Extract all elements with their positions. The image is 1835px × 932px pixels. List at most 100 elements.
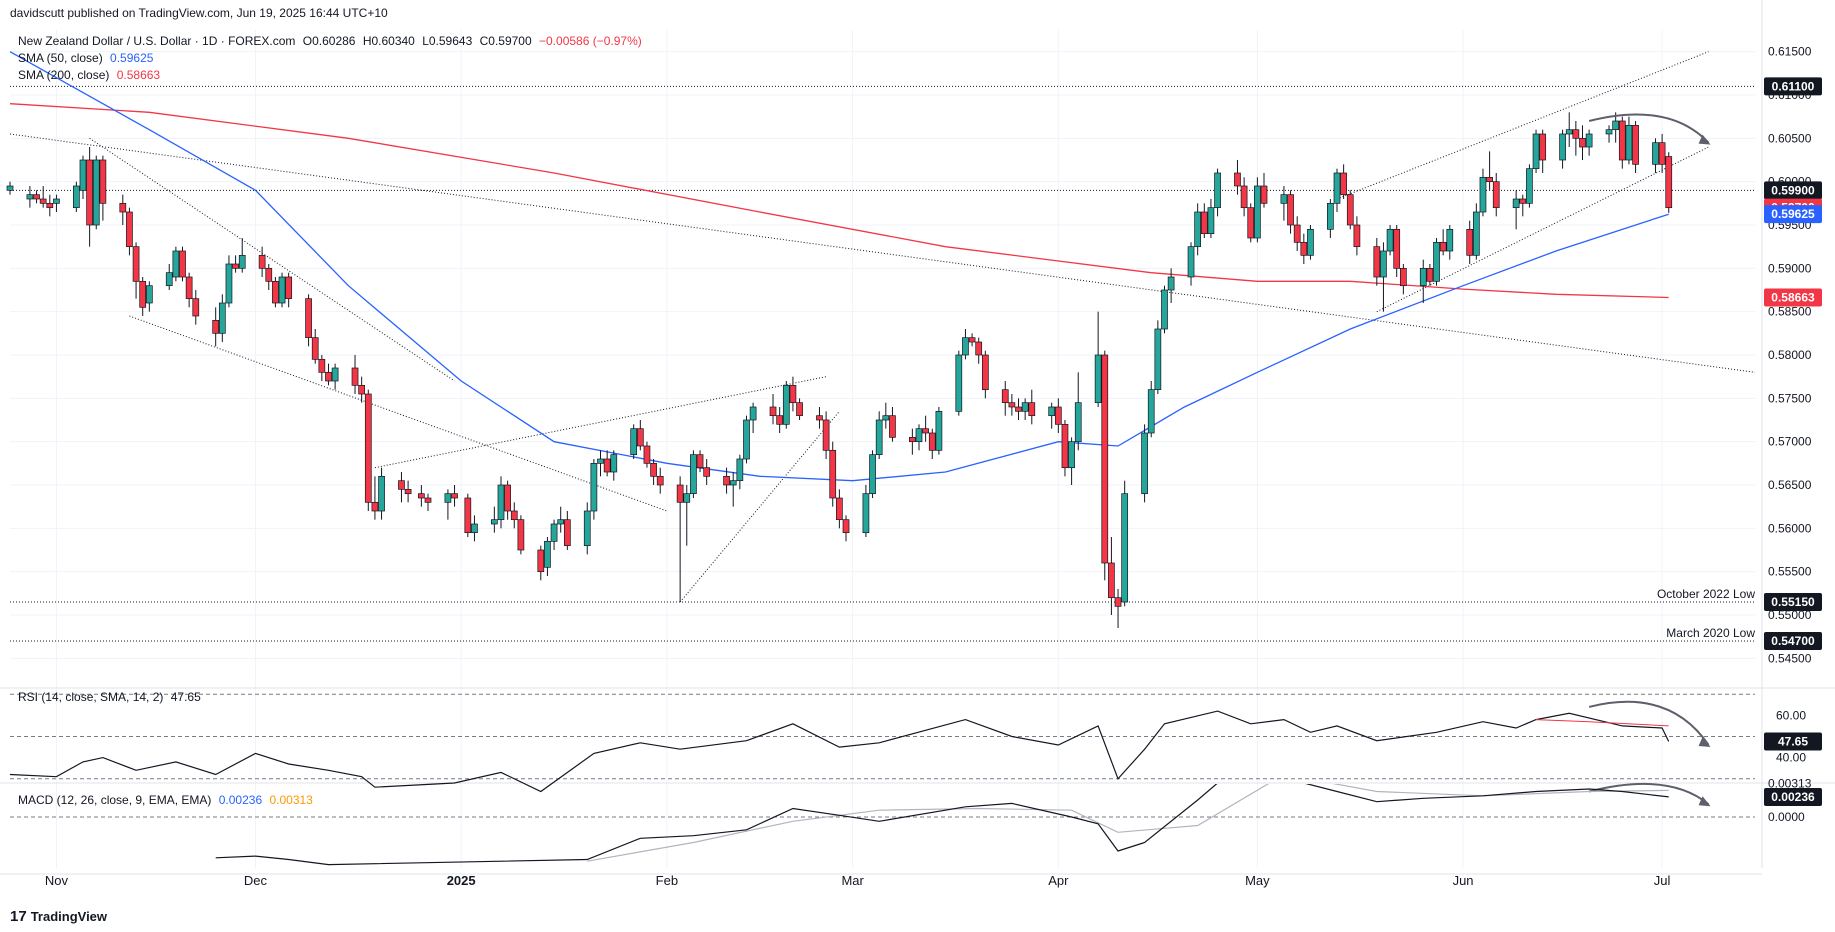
candle-up <box>471 523 478 534</box>
candle-down <box>1240 185 1248 209</box>
candle-down <box>39 198 47 204</box>
candle-down <box>1618 120 1626 161</box>
candle-down <box>464 497 472 534</box>
candle-down <box>1632 124 1639 165</box>
candle-down <box>33 194 40 200</box>
rsi-badge <box>1764 732 1822 751</box>
candle-up <box>1565 129 1573 135</box>
candle-up <box>1652 142 1659 165</box>
candle-up <box>53 198 60 204</box>
candle-up <box>935 410 943 451</box>
macd-tick-label: 0.00313 <box>1768 776 1812 790</box>
candle-down <box>404 488 412 495</box>
candle-down <box>789 384 797 404</box>
candle-up <box>1121 493 1129 603</box>
candle-down <box>1234 172 1241 187</box>
candle-down <box>1300 241 1308 256</box>
candle-down <box>258 254 266 269</box>
brand-name: TradingView <box>30 909 108 924</box>
candle-up <box>1280 194 1288 204</box>
candle-down <box>1054 406 1062 425</box>
candle-up <box>1154 328 1162 391</box>
candle-down <box>351 367 359 386</box>
candle-down <box>1287 194 1294 226</box>
candle-up <box>1307 228 1314 256</box>
rsi-line <box>9 710 1670 793</box>
level-badge <box>1764 77 1822 96</box>
candle-up <box>238 254 246 269</box>
sma50-line <box>9 51 1669 482</box>
price-badge-label: 0.59625 <box>1771 207 1815 221</box>
candle-down <box>305 298 312 339</box>
candle-up <box>690 454 697 495</box>
candle-up <box>225 263 233 304</box>
ohlc-low: L0.59643 <box>422 34 473 48</box>
level-badge <box>1764 593 1822 611</box>
level-badge <box>1764 181 1822 200</box>
tradingview-brand[interactable]: 17 TradingView <box>10 908 107 925</box>
candle-down <box>371 501 379 512</box>
candle-up <box>743 419 750 460</box>
candle-up <box>1605 129 1613 135</box>
candle-up <box>1161 289 1168 330</box>
candle-up <box>1472 211 1480 256</box>
x-tick-label: Mar <box>841 873 864 888</box>
candle-down <box>212 319 220 334</box>
candle-down <box>537 549 545 573</box>
candle-down <box>398 480 405 490</box>
candle-down <box>424 497 432 503</box>
price-tick-label: 0.61500 <box>1768 45 1812 59</box>
candle-down <box>119 202 127 213</box>
candle-up <box>1074 402 1082 443</box>
candle-down <box>723 475 730 486</box>
candle-up <box>1333 172 1341 204</box>
candle-down <box>99 159 107 204</box>
candle-up <box>1141 432 1148 495</box>
candle-up <box>1386 228 1394 252</box>
macd-pane: 0.00313 0.0000 0.00236 <box>10 776 1822 866</box>
candle-down <box>922 428 929 434</box>
candle-down <box>1572 129 1580 139</box>
candle-up <box>1559 133 1566 161</box>
annotation-arrowhead-rsi <box>1698 736 1711 747</box>
annotation-arrow-price <box>1588 113 1710 144</box>
candle-down <box>1665 156 1673 209</box>
candle-down <box>796 402 803 417</box>
candle-down <box>1439 241 1447 252</box>
candle-up <box>145 285 153 304</box>
candle-down <box>1579 137 1586 148</box>
candle-down <box>696 454 704 469</box>
candle-down <box>1492 181 1500 209</box>
candlesticks <box>6 112 1673 628</box>
price-badge-label: 0.58663 <box>1771 291 1815 305</box>
candle-up <box>26 194 34 200</box>
price-tick-label: 0.58000 <box>1768 348 1812 362</box>
candle-down <box>563 519 571 547</box>
candle-down <box>1466 228 1474 256</box>
candle-up <box>1254 185 1261 239</box>
candle-up <box>1147 389 1155 434</box>
candle-down <box>451 493 458 499</box>
candle-down <box>46 202 54 209</box>
candle-down <box>86 159 93 226</box>
candle-down <box>909 436 916 443</box>
rsi-badge-label: 47.65 <box>1778 734 1808 748</box>
sma200-label: SMA (200, close) <box>18 68 110 82</box>
candle-down <box>643 445 651 464</box>
x-tick-label: Jun <box>1453 873 1474 888</box>
x-tick-label: Nov <box>45 873 69 888</box>
candle-up <box>544 540 551 568</box>
macd-legend: MACD (12, 26, close, 9, EMA, EMA) 0.0023… <box>18 793 317 807</box>
candle-up <box>590 462 598 512</box>
candle-up <box>962 337 969 356</box>
price-tick-label: 0.57000 <box>1768 435 1812 449</box>
candle-down <box>192 298 200 317</box>
candle-down <box>311 337 319 360</box>
candle-up <box>749 406 757 421</box>
candle-down <box>1399 267 1407 287</box>
candle-up <box>218 302 226 334</box>
candle-down <box>656 475 664 486</box>
candle-up <box>1068 441 1075 469</box>
candle-up <box>172 250 180 278</box>
